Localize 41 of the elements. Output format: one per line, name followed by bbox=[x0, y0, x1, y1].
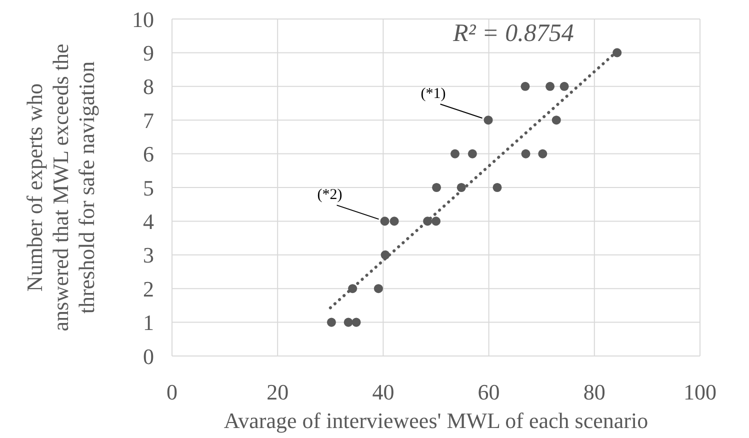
point bbox=[431, 216, 441, 226]
annotation: (*2) bbox=[317, 187, 342, 204]
point bbox=[612, 48, 622, 58]
point bbox=[546, 82, 555, 91]
y-axis-title: Number of experts who answered that MWL exceeds the threshold for safe navigation bbox=[22, 44, 99, 332]
y-tick-label: 1 bbox=[143, 310, 154, 336]
point bbox=[450, 149, 460, 158]
y-tick-label: 4 bbox=[143, 209, 154, 234]
x-tick-label: 60 bbox=[478, 380, 500, 405]
point bbox=[344, 318, 353, 327]
point bbox=[521, 149, 530, 158]
point bbox=[468, 149, 477, 158]
point bbox=[380, 216, 390, 226]
point bbox=[484, 116, 493, 125]
x-tick-label: 20 bbox=[266, 380, 289, 405]
y-tick-label: 10 bbox=[132, 6, 154, 32]
x-tick-label: 40 bbox=[372, 380, 394, 405]
point bbox=[552, 116, 561, 125]
point bbox=[520, 82, 530, 91]
y-tick-label: 9 bbox=[143, 40, 154, 66]
x-tick-label: 0 bbox=[166, 380, 178, 405]
x-axis-title: Avarage of interviewees' MWL of each scenario bbox=[224, 408, 648, 433]
y-tick-label: 6 bbox=[143, 142, 154, 167]
annotation: (*1) bbox=[420, 86, 446, 102]
point bbox=[432, 182, 442, 192]
point bbox=[326, 318, 336, 327]
y-tick-label: 0 bbox=[143, 344, 154, 369]
annotation: R² = 0.8754 bbox=[453, 20, 574, 48]
y-tick-label: 2 bbox=[143, 276, 154, 302]
point bbox=[538, 149, 548, 158]
y-tick-label: 3 bbox=[143, 242, 154, 268]
y-tick-label: 5 bbox=[143, 175, 154, 200]
y-tick-label: 7 bbox=[143, 108, 154, 133]
point bbox=[390, 216, 399, 226]
point bbox=[352, 318, 361, 327]
point bbox=[374, 284, 383, 294]
x-tick-label: 80 bbox=[583, 380, 606, 405]
x-tick-label: 100 bbox=[684, 380, 716, 405]
y-tick-label: 8 bbox=[143, 74, 154, 100]
point bbox=[492, 182, 502, 192]
point bbox=[560, 82, 569, 91]
